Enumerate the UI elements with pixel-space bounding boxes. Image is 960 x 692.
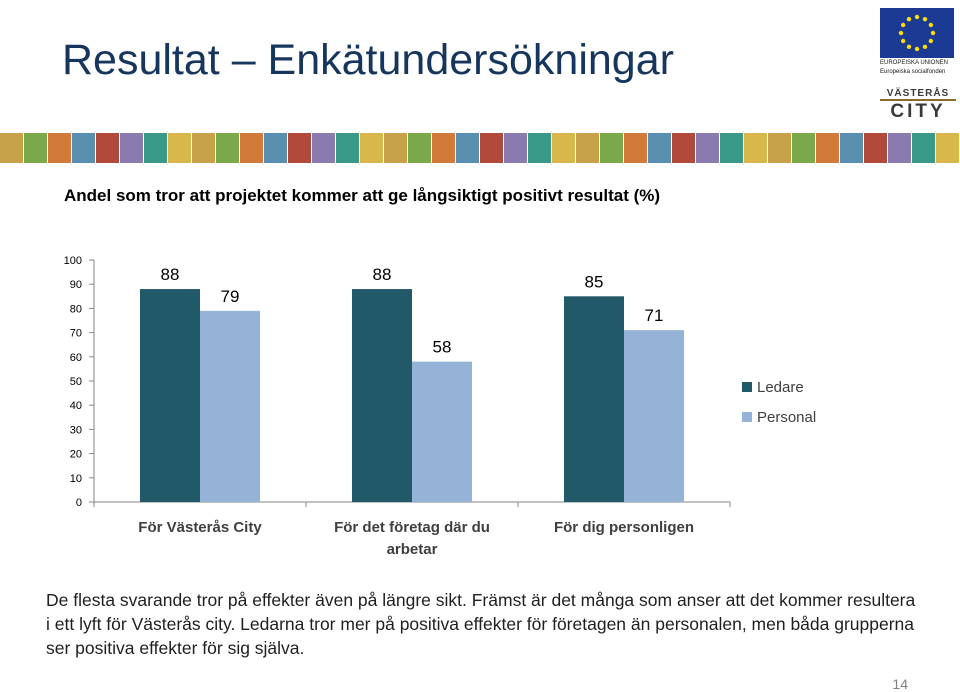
banner-tile [744, 133, 767, 163]
eu-star-icon [922, 16, 928, 22]
y-tick-label: 20 [70, 449, 82, 461]
x-category-label: arbetar [387, 541, 438, 558]
bar-ledare [564, 296, 624, 502]
y-tick-label: 100 [64, 255, 82, 267]
banner-tile [720, 133, 743, 163]
banner-tile [552, 133, 575, 163]
banner-tile [816, 133, 839, 163]
banner-tile [168, 133, 191, 163]
y-tick-label: 0 [76, 497, 82, 509]
banner-tile [504, 133, 527, 163]
bar-value-label: 88 [373, 265, 392, 284]
legend-label-ledare: Ledare [757, 379, 804, 396]
banner-tile [48, 133, 71, 163]
eu-star-icon [914, 14, 920, 20]
banner-tile [384, 133, 407, 163]
eu-star-icon [898, 30, 904, 36]
banner-tile [840, 133, 863, 163]
banner-tile [240, 133, 263, 163]
x-category-label: För Västerås City [138, 519, 262, 536]
legend-swatch-personal [742, 412, 752, 422]
banner-tile [792, 133, 815, 163]
bar-ledare [352, 289, 412, 502]
banner-tile [912, 133, 935, 163]
body-text: De flesta svarande tror på effekter även… [46, 590, 916, 658]
bar-value-label: 71 [645, 306, 664, 325]
bar-personal [200, 310, 260, 502]
banner-tile [120, 133, 143, 163]
legend-swatch-ledare [742, 382, 752, 392]
y-tick-label: 30 [70, 424, 82, 436]
banner-tile [216, 133, 239, 163]
eu-flag-icon [880, 8, 954, 58]
banner-tile [648, 133, 671, 163]
banner-tile [600, 133, 623, 163]
banner-tile [936, 133, 959, 163]
banner-tile [408, 133, 431, 163]
banner-tile [72, 133, 95, 163]
bar-ledare [140, 289, 200, 502]
bar-personal [412, 361, 472, 502]
bar-chart: 0 10 20 30 40 50 60 70 80 90 100 88 79 För Västerås … [64, 255, 817, 558]
y-tick-label: 40 [70, 400, 82, 412]
eu-logo: EUROPEISKA UNIONEN Europeiska socialfond… [880, 8, 956, 75]
eu-star-icon [914, 46, 920, 52]
banner-tile [360, 133, 383, 163]
y-tick-label: 60 [70, 352, 82, 364]
banner-tile [192, 133, 215, 163]
eu-star-icon [900, 22, 906, 28]
legend-label-personal: Personal [757, 409, 816, 426]
banner-tile [144, 133, 167, 163]
eu-star-icon [922, 44, 928, 50]
eu-star-icon [906, 44, 912, 50]
banner-tile [696, 133, 719, 163]
banner-tile [456, 133, 479, 163]
y-tick-label: 10 [70, 473, 82, 485]
banner-tile [528, 133, 551, 163]
banner-tile [0, 133, 23, 163]
banner-tile [432, 133, 455, 163]
banner-tile [672, 133, 695, 163]
bar-value-label: 79 [221, 287, 240, 306]
y-tick-label: 70 [70, 328, 82, 340]
x-category-label: För det företag där du [334, 519, 490, 536]
bar-value-label: 85 [585, 272, 604, 291]
city-logo-line2: CITY [890, 101, 946, 122]
bar-value-label: 88 [161, 265, 180, 284]
banner-tile [24, 133, 47, 163]
eu-caption-line1: EUROPEISKA UNIONEN [880, 60, 949, 66]
banner-tile [576, 133, 599, 163]
bar-personal [624, 330, 684, 502]
eu-star-icon [928, 38, 934, 44]
y-tick-label: 80 [70, 303, 82, 315]
banner-tile [624, 133, 647, 163]
decorative-banner [0, 133, 960, 163]
y-tick-label: 50 [70, 376, 82, 388]
banner-tile [480, 133, 503, 163]
banner-tile [312, 133, 335, 163]
y-tick-label: 90 [70, 279, 82, 291]
slide-title: Resultat – Enkätundersökningar [62, 36, 674, 84]
eu-star-icon [900, 38, 906, 44]
chart-heading: Andel som tror att projektet kommer att … [64, 186, 661, 205]
banner-tile [264, 133, 287, 163]
eu-caption-line2: Europeiska socialfonden [880, 69, 946, 75]
eu-star-icon [906, 16, 912, 22]
banner-tile [336, 133, 359, 163]
eu-star-icon [928, 22, 934, 28]
vasteras-city-logo: VÄSTERÅS CITY [880, 88, 956, 128]
banner-tile [864, 133, 887, 163]
bar-value-label: 58 [433, 338, 452, 357]
page-number: 14 [892, 676, 908, 692]
banner-tile [768, 133, 791, 163]
banner-tile [888, 133, 911, 163]
x-category-label: För dig personligen [554, 519, 694, 536]
eu-star-icon [930, 30, 936, 36]
banner-tile [288, 133, 311, 163]
city-logo-line1: VÄSTERÅS [880, 88, 956, 101]
banner-tile [96, 133, 119, 163]
